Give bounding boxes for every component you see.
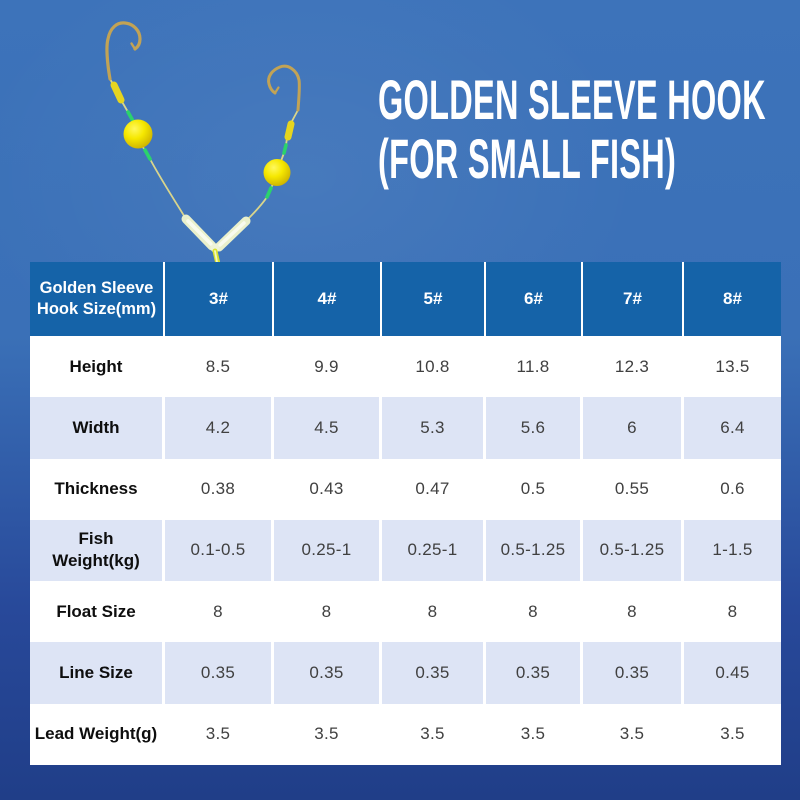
cell-value: 6 xyxy=(583,397,684,459)
table-header-label: Golden Sleeve Hook Size(mm) xyxy=(30,262,165,336)
cell-value: 8 xyxy=(727,601,738,621)
cell-value: 8 xyxy=(274,581,382,643)
cell-value: 0.5-1.25 xyxy=(486,519,583,582)
green-sleeves xyxy=(126,110,288,199)
cell-value: 1-1.5 xyxy=(684,519,781,582)
cell-value: 11.8 xyxy=(486,336,583,398)
cell-value: 0.35 xyxy=(165,642,274,704)
cell-value: 0.35 xyxy=(382,642,486,704)
row-label: Lead Weight(g) xyxy=(30,703,165,765)
table-header-size: 3# xyxy=(165,262,274,336)
cell-value: 4.2 xyxy=(165,397,274,459)
rig-stem xyxy=(212,248,221,267)
row-label: Line Size xyxy=(30,642,165,704)
cell-value: 3.5 xyxy=(382,703,486,765)
cell-value: 9.9 xyxy=(274,336,382,398)
table-row: Line Size 0.35 0.35 0.35 0.35 0.35 0.45 xyxy=(30,642,781,704)
cell-value: 5.6 xyxy=(486,397,583,459)
cell-value: 0.45 xyxy=(684,642,781,704)
cell-value: 8 xyxy=(583,581,684,643)
cell-value: 3.5 xyxy=(165,703,274,765)
cell-value: 10.8 xyxy=(382,336,486,398)
cell-value: 5.3 xyxy=(382,397,486,459)
table-header-size: 4# xyxy=(274,262,382,336)
product-title-line2: (FOR SMALL FISH) xyxy=(378,127,677,190)
table-row: Thickness 0.38 0.43 0.47 0.5 0.55 0.6 xyxy=(30,458,781,520)
cell-value: 8 xyxy=(382,581,486,643)
cell-value: 8 xyxy=(165,581,274,643)
table-row: Fish Weight(kg) 0.1-0.5 0.25-1 0.25-1 0.5-1.… xyxy=(30,519,781,582)
cell-value: 0.6 xyxy=(720,479,745,499)
row-label: Width xyxy=(30,397,165,459)
cell-value: 0.5-1.25 xyxy=(583,519,684,582)
cell-value: 3.5 xyxy=(274,703,382,765)
cell-value: 8.5 xyxy=(165,336,274,398)
cell-value: 0.25-1 xyxy=(382,519,486,582)
cell-value: 3.5 xyxy=(583,703,684,765)
product-title-line1: GOLDEN SLEEVE HOOK xyxy=(378,68,766,131)
cell-value: 0.1-0.5 xyxy=(165,519,274,582)
row-label: Float Size xyxy=(30,581,165,643)
right-yellow-sleeve xyxy=(284,120,295,141)
cell-value: 8 xyxy=(486,581,583,643)
cell-value: 4.5 xyxy=(274,397,382,459)
table-header-size: 5# xyxy=(382,262,486,336)
cell-value: 0.25-1 xyxy=(274,519,382,582)
cell-value: 0.47 xyxy=(382,458,486,520)
row-label: Height xyxy=(30,336,165,398)
cell-value: 0.55 xyxy=(583,458,684,520)
right-hook-icon xyxy=(267,64,301,112)
cell-value: 12.3 xyxy=(583,336,684,398)
table-header-size: 8# xyxy=(723,289,742,308)
cell-value: 0.5 xyxy=(486,458,583,520)
cell-value: 0.35 xyxy=(583,642,684,704)
row-label: Thickness xyxy=(30,458,165,520)
cell-value: 0.43 xyxy=(274,458,382,520)
row-label: Fish Weight(kg) xyxy=(30,519,165,582)
glow-tube-v xyxy=(181,214,251,253)
cell-value: 13.5 xyxy=(715,356,750,376)
table-row: Float Size 8 8 8 8 8 8 xyxy=(30,581,781,643)
left-yellow-sleeve xyxy=(110,81,125,104)
cell-value: 0.35 xyxy=(274,642,382,704)
right-yellow-bead xyxy=(263,159,291,186)
table-row: Height 8.5 9.9 10.8 11.8 12.3 13.5 xyxy=(30,336,781,398)
cell-value: 3.5 xyxy=(486,703,583,765)
product-title: GOLDEN SLEEVE HOOK (FOR SMALL FISH) xyxy=(378,70,800,188)
spec-table: Golden Sleeve Hook Size(mm) 3# 4# 5# 6# … xyxy=(30,262,781,765)
table-row: Width 4.2 4.5 5.3 5.6 6 6.4 xyxy=(30,397,781,459)
table-header-size: 7# xyxy=(583,262,684,336)
table-header-row: Golden Sleeve Hook Size(mm) 3# 4# 5# 6# … xyxy=(30,262,781,336)
table-row: Lead Weight(g) 3.5 3.5 3.5 3.5 3.5 3.5 xyxy=(30,703,781,765)
cell-value: 0.38 xyxy=(165,458,274,520)
left-yellow-bead xyxy=(123,119,153,149)
cell-value: 3.5 xyxy=(720,724,745,744)
fishing-rig-illustration xyxy=(105,21,301,267)
left-hook-icon xyxy=(105,21,142,81)
cell-value: 0.35 xyxy=(486,642,583,704)
table-header-size: 6# xyxy=(486,262,583,336)
cell-value: 6.4 xyxy=(684,397,781,459)
